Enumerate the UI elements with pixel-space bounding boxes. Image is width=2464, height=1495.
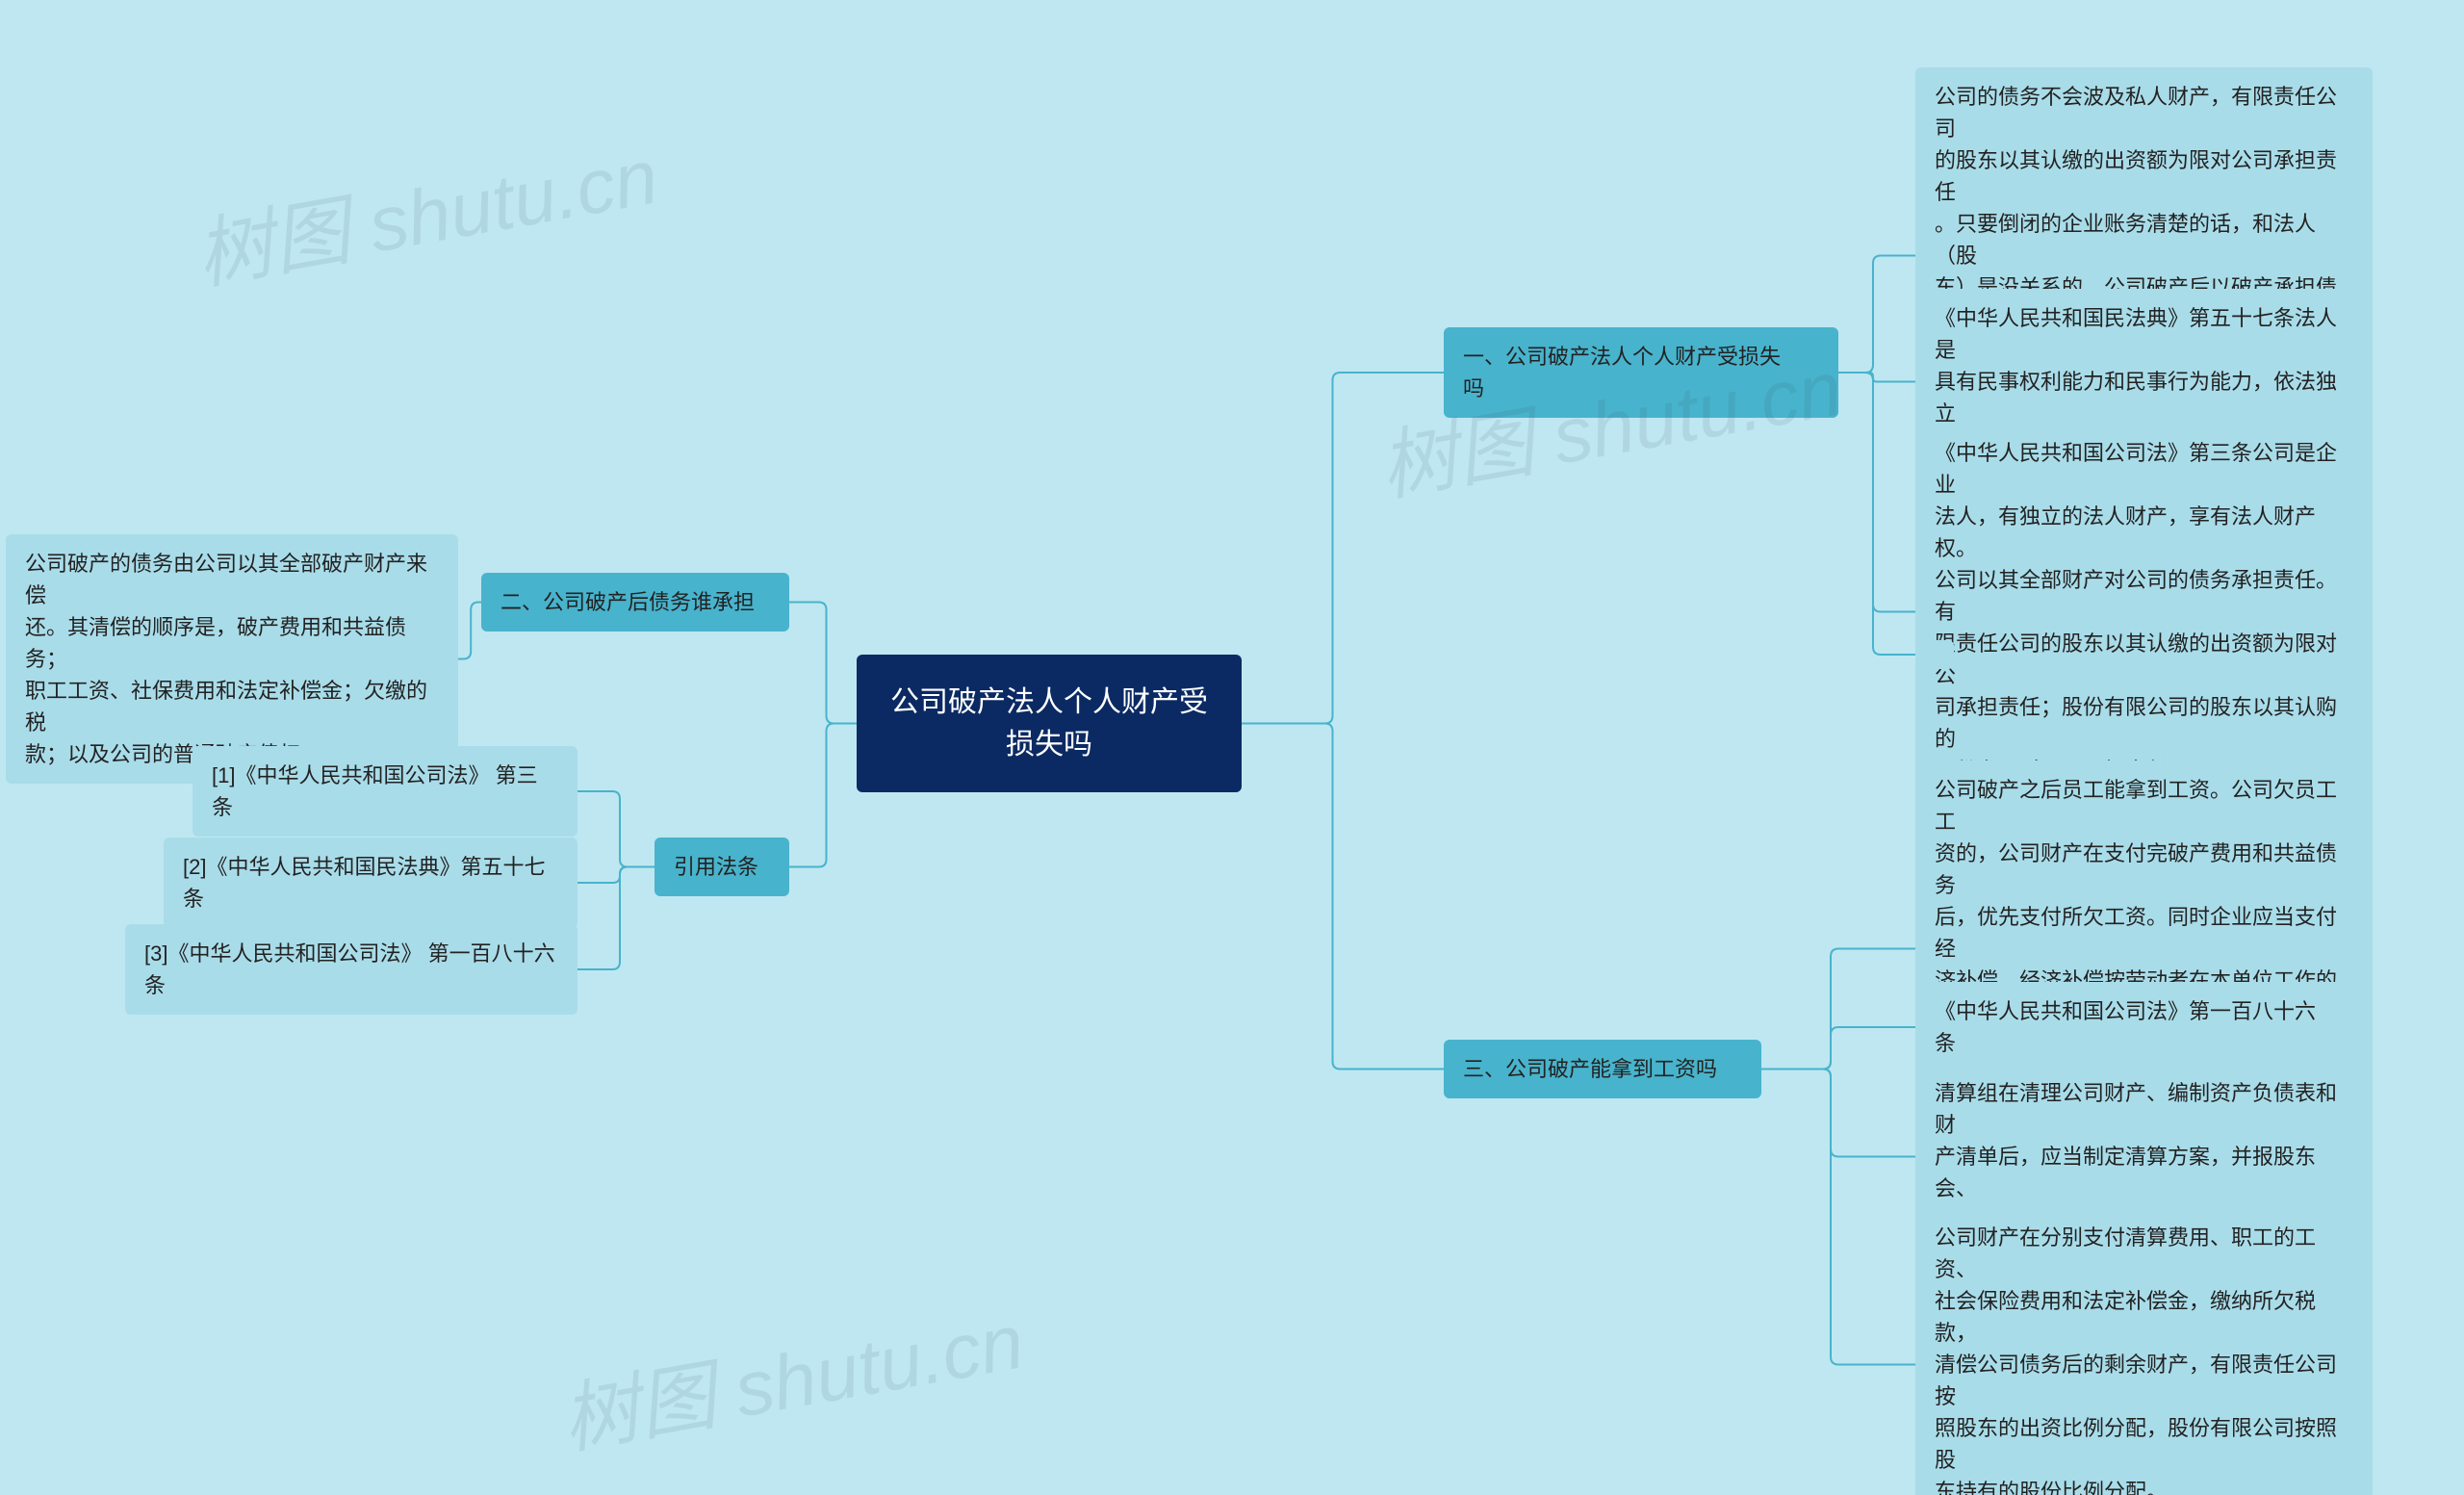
edge (1838, 373, 1915, 382)
edge (1761, 949, 1915, 1070)
edge (578, 867, 654, 884)
mindmap-node-b4_l1: [1]《中华人民共和国公司法》 第三条 (192, 746, 578, 837)
mindmap-node-root: 公司破产法人个人财产受损失吗 (857, 655, 1242, 792)
mindmap-node-b2: 二、公司破产后债务谁承担 (481, 573, 789, 632)
watermark: 树图 shutu.cn (187, 115, 665, 305)
mindmap-node-b3: 三、公司破产能拿到工资吗 (1444, 1040, 1761, 1098)
edge (789, 603, 857, 724)
edge (1838, 373, 1915, 655)
edge (1838, 256, 1915, 374)
edge (458, 603, 481, 659)
edge (1242, 724, 1444, 1070)
edge (1838, 373, 1915, 612)
mindmap-node-b4: 引用法条 (654, 838, 789, 896)
edge (1761, 1070, 1915, 1365)
watermark: 树图 shutu.cn (552, 1279, 1031, 1470)
mindmap-node-b4_l3: [3]《中华人民共和国公司法》 第一百八十六条 (125, 924, 578, 1015)
mindmap-node-b3_l4: 公司财产在分别支付清算费用、职工的工资、社会保险费用和法定补偿金，缴纳所欠税款，… (1915, 1208, 2373, 1495)
edge (578, 791, 654, 867)
edge (1761, 1027, 1915, 1070)
mindmap-node-b3_l2: 《中华人民共和国公司法》第一百八十六条 (1915, 982, 2353, 1072)
edge (1242, 373, 1444, 724)
mindmap-node-b1: 一、公司破产法人个人财产受损失吗 (1444, 327, 1838, 418)
mindmap-node-b1_l3: 《中华人民共和国公司法》第三条公司是企业法人，有独立的法人财产，享有法人财产权。… (1915, 424, 2373, 800)
edge (1761, 1070, 1915, 1157)
edge (578, 867, 654, 970)
edge (789, 724, 857, 867)
mindmap-node-b1_l4 (1915, 640, 1954, 669)
mindmap-node-b4_l2: [2]《中华人民共和国民法典》第五十七条 (164, 838, 578, 928)
